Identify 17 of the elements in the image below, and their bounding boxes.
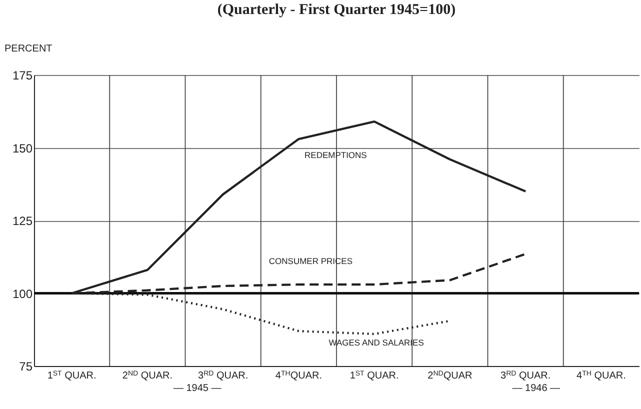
x-tick-label: 2$^{ND}$QUAR	[428, 370, 472, 382]
y-axis-title: PERCENT	[4, 44, 52, 54]
x-tick-label: 2$^{ND}$ QUAR.	[122, 370, 173, 382]
x-tick-label: 3$^{RD}$ QUAR.	[198, 370, 248, 382]
chart-title: (Quarterly - First Quarter 1945=100)	[217, 2, 456, 18]
y-tick-label: 125	[12, 214, 33, 228]
y-tick-label: 150	[12, 141, 33, 156]
y-tick-label: 75	[19, 360, 33, 374]
text: — 1945 —	[173, 383, 222, 394]
y-tick-label: 100	[12, 286, 33, 301]
x-tick-label: 1$^{ST}$ QUAR.	[47, 370, 96, 382]
x-tick-label: 4$^{TH}$QUAR.	[275, 370, 322, 382]
y-tick-label: 175	[12, 68, 33, 82]
x-tick-label: 4$^{TH}$ QUAR.	[576, 370, 626, 382]
text: — 1946 —	[512, 383, 560, 394]
x-tick-label: 3$^{RD}$ QUAR.	[500, 370, 551, 382]
x-tick-label: 1$^{ST}$ QUAR.	[350, 370, 399, 382]
